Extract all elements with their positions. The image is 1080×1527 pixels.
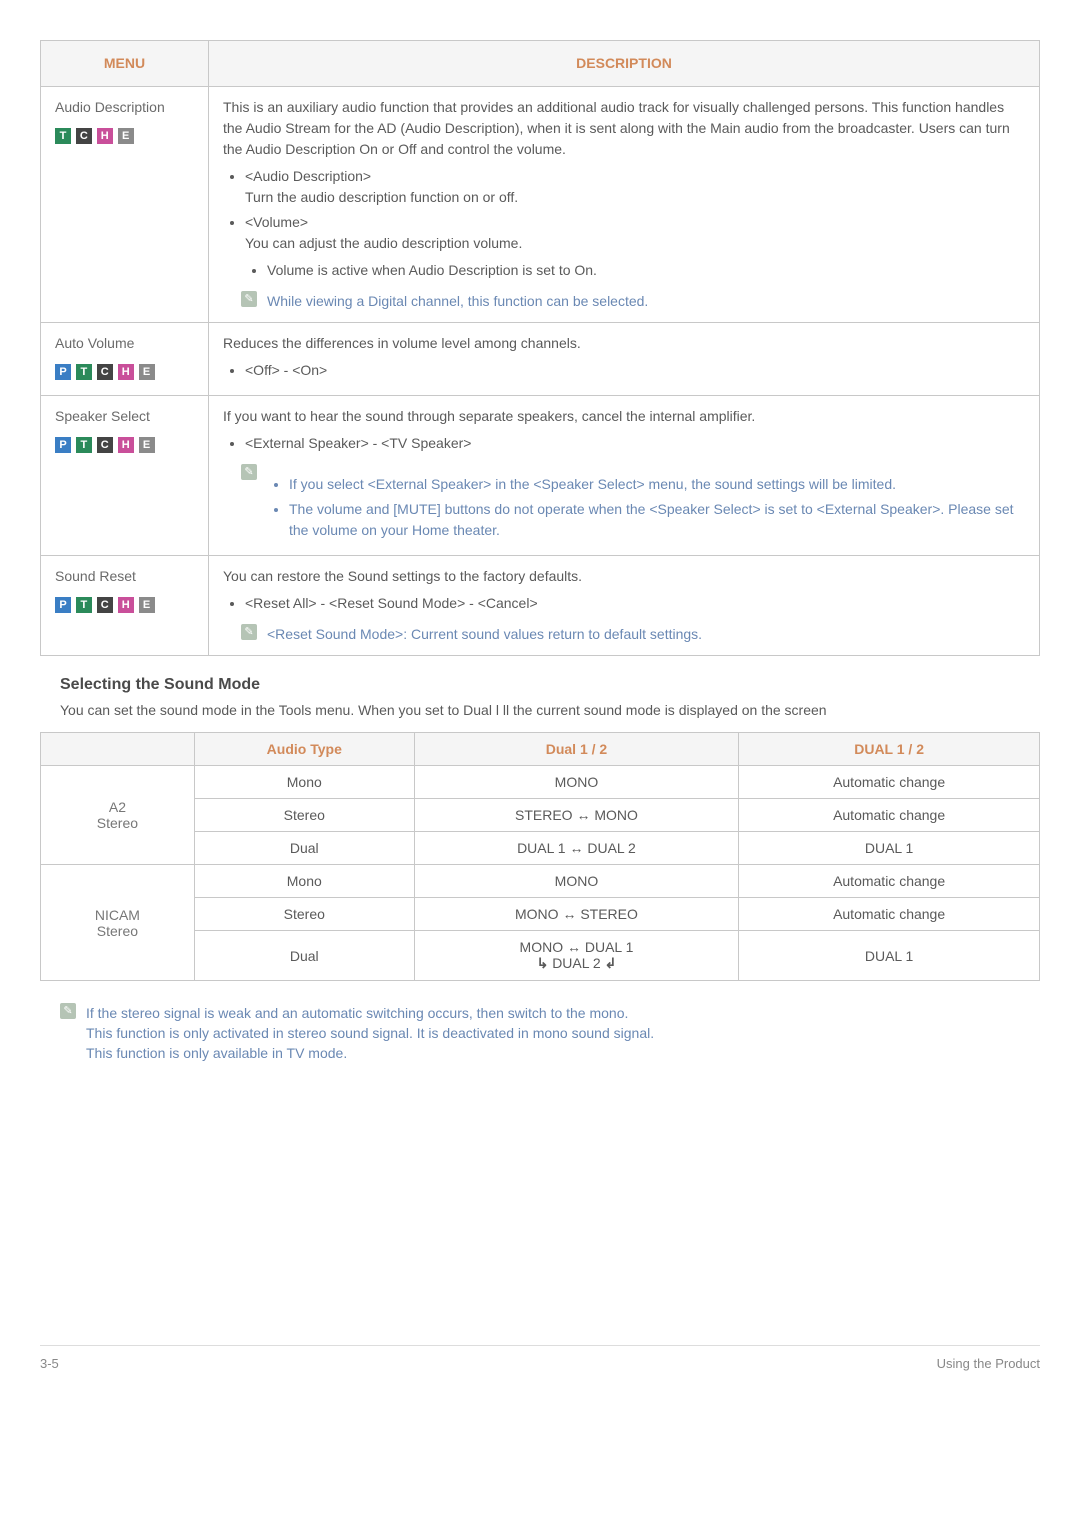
speaker-note1: If you select <External Speaker> in the … <box>289 474 1025 495</box>
ad-note: While viewing a Digital channel, this fu… <box>267 291 648 312</box>
cell: MONO ↔ STEREO <box>414 898 739 931</box>
badge-c-icon: C <box>97 437 113 453</box>
badge-t-icon: T <box>76 437 92 453</box>
badge-h-icon: H <box>118 597 134 613</box>
badge-t-icon: T <box>76 364 92 380</box>
auto-volume-opts: <Off> - <On> <box>245 360 1025 381</box>
auto-volume-intro: Reduces the differences in volume level … <box>223 333 1025 354</box>
table-row: NICAMStereo Mono MONO Automatic change <box>41 865 1040 898</box>
badge-e-icon: E <box>139 597 155 613</box>
table-row: Audio Description T C H E This is an aux… <box>41 87 1040 323</box>
footnotes: ✎ If the stereo signal is weak and an au… <box>60 1001 1040 1065</box>
row-title-audio-description: Audio Description <box>55 97 194 118</box>
cell: Stereo <box>194 898 414 931</box>
footer-right: Using the Product <box>937 1356 1040 1371</box>
enter-right-icon: ↲ <box>601 955 617 971</box>
badge-h-icon: H <box>118 437 134 453</box>
header-menu: MENU <box>41 41 209 87</box>
cell: Automatic change <box>739 898 1040 931</box>
cell: Mono <box>194 766 414 799</box>
header-audio-type: Audio Type <box>194 733 414 766</box>
badges-speaker-select: P T C H E <box>55 433 194 454</box>
badge-c-icon: C <box>76 128 92 144</box>
cell: Stereo <box>194 799 414 832</box>
speaker-select-notes: If you select <External Speaker> in the … <box>267 470 1025 545</box>
badge-e-icon: E <box>139 437 155 453</box>
footer-left: 3-5 <box>40 1356 59 1371</box>
cell: STEREO ↔ MONO <box>414 799 739 832</box>
cell: MONO <box>414 865 739 898</box>
table-row: Speaker Select P T C H E If you want to … <box>41 396 1040 556</box>
cell: DUAL 1 ↔ DUAL 2 <box>414 832 739 865</box>
note-icon: ✎ <box>60 1003 76 1019</box>
badge-c-icon: C <box>97 597 113 613</box>
list-item: <Audio Description> Turn the audio descr… <box>245 166 1025 208</box>
cell: Automatic change <box>739 766 1040 799</box>
cell-line1: MONO ↔ DUAL 1 <box>520 939 634 955</box>
badge-h-icon: H <box>118 364 134 380</box>
cell: DUAL 1 <box>739 931 1040 981</box>
section-title: Selecting the Sound Mode <box>60 676 1040 694</box>
note-icon: ✎ <box>241 291 257 307</box>
badge-t-icon: T <box>55 128 71 144</box>
vol-text: You can adjust the audio description vol… <box>245 235 522 251</box>
row-title-sound-reset: Sound Reset <box>55 566 194 587</box>
cell: Dual <box>194 931 414 981</box>
cell: MONO ↔ DUAL 1 ↳ DUAL 2 ↲ <box>414 931 739 981</box>
header-dual12a: Dual 1 / 2 <box>414 733 739 766</box>
badges-auto-volume: P T C H E <box>55 360 194 381</box>
row-title-auto-volume: Auto Volume <box>55 333 194 354</box>
badge-p-icon: P <box>55 437 71 453</box>
group-a2: A2Stereo <box>41 766 195 865</box>
row-title-speaker-select: Speaker Select <box>55 406 194 427</box>
footnote-1: If the stereo signal is weak and an auto… <box>86 1005 654 1021</box>
menu-description-table: MENU DESCRIPTION Audio Description T C H… <box>40 40 1040 656</box>
footnote-3: This function is only available in TV mo… <box>86 1045 654 1061</box>
badge-c-icon: C <box>97 364 113 380</box>
cell: Dual <box>194 832 414 865</box>
ad-text: Turn the audio description function on o… <box>245 189 518 205</box>
cell: Automatic change <box>739 865 1040 898</box>
note-icon: ✎ <box>241 624 257 640</box>
header-description: DESCRIPTION <box>209 41 1040 87</box>
audio-description-intro: This is an auxiliary audio function that… <box>223 97 1025 160</box>
footnote-2: This function is only activated in stere… <box>86 1025 654 1041</box>
cell: MONO <box>414 766 739 799</box>
sound-reset-note: <Reset Sound Mode>: Current sound values… <box>267 624 702 645</box>
cell: Mono <box>194 865 414 898</box>
table-row: A2Stereo Mono MONO Automatic change <box>41 766 1040 799</box>
cell: Automatic change <box>739 799 1040 832</box>
badge-p-icon: P <box>55 364 71 380</box>
section-sub: You can set the sound mode in the Tools … <box>60 702 1040 718</box>
page-footer: 3-5 Using the Product <box>40 1345 1040 1371</box>
ad-label: <Audio Description> <box>245 168 371 184</box>
group-nicam: NICAMStereo <box>41 865 195 981</box>
badges-sound-reset: P T C H E <box>55 593 194 614</box>
badge-t-icon: T <box>76 597 92 613</box>
sound-reset-intro: You can restore the Sound settings to th… <box>223 566 1025 587</box>
note-icon: ✎ <box>241 464 257 480</box>
list-item: <Volume> You can adjust the audio descri… <box>245 212 1025 281</box>
speaker-select-opts: <External Speaker> - <TV Speaker> <box>245 433 1025 454</box>
table-row: Sound Reset P T C H E You can restore th… <box>41 556 1040 656</box>
speaker-note2: The volume and [MUTE] buttons do not ope… <box>289 499 1025 541</box>
sound-mode-table: Audio Type Dual 1 / 2 DUAL 1 / 2 A2Stere… <box>40 732 1040 981</box>
vol-sub: Volume is active when Audio Description … <box>267 260 1025 281</box>
table-row: Auto Volume P T C H E Reduces the differ… <box>41 323 1040 396</box>
cell: DUAL 1 <box>739 832 1040 865</box>
badge-h-icon: H <box>97 128 113 144</box>
sound-reset-opts: <Reset All> - <Reset Sound Mode> - <Canc… <box>245 593 1025 614</box>
enter-left-icon: ↳ <box>537 955 553 971</box>
badges-audio-description: T C H E <box>55 124 194 145</box>
cell-line2: DUAL 2 <box>552 955 601 971</box>
header-dual12b: DUAL 1 / 2 <box>739 733 1040 766</box>
badge-e-icon: E <box>139 364 155 380</box>
vol-label: <Volume> <box>245 214 308 230</box>
badge-e-icon: E <box>118 128 134 144</box>
badge-p-icon: P <box>55 597 71 613</box>
speaker-select-intro: If you want to hear the sound through se… <box>223 406 1025 427</box>
